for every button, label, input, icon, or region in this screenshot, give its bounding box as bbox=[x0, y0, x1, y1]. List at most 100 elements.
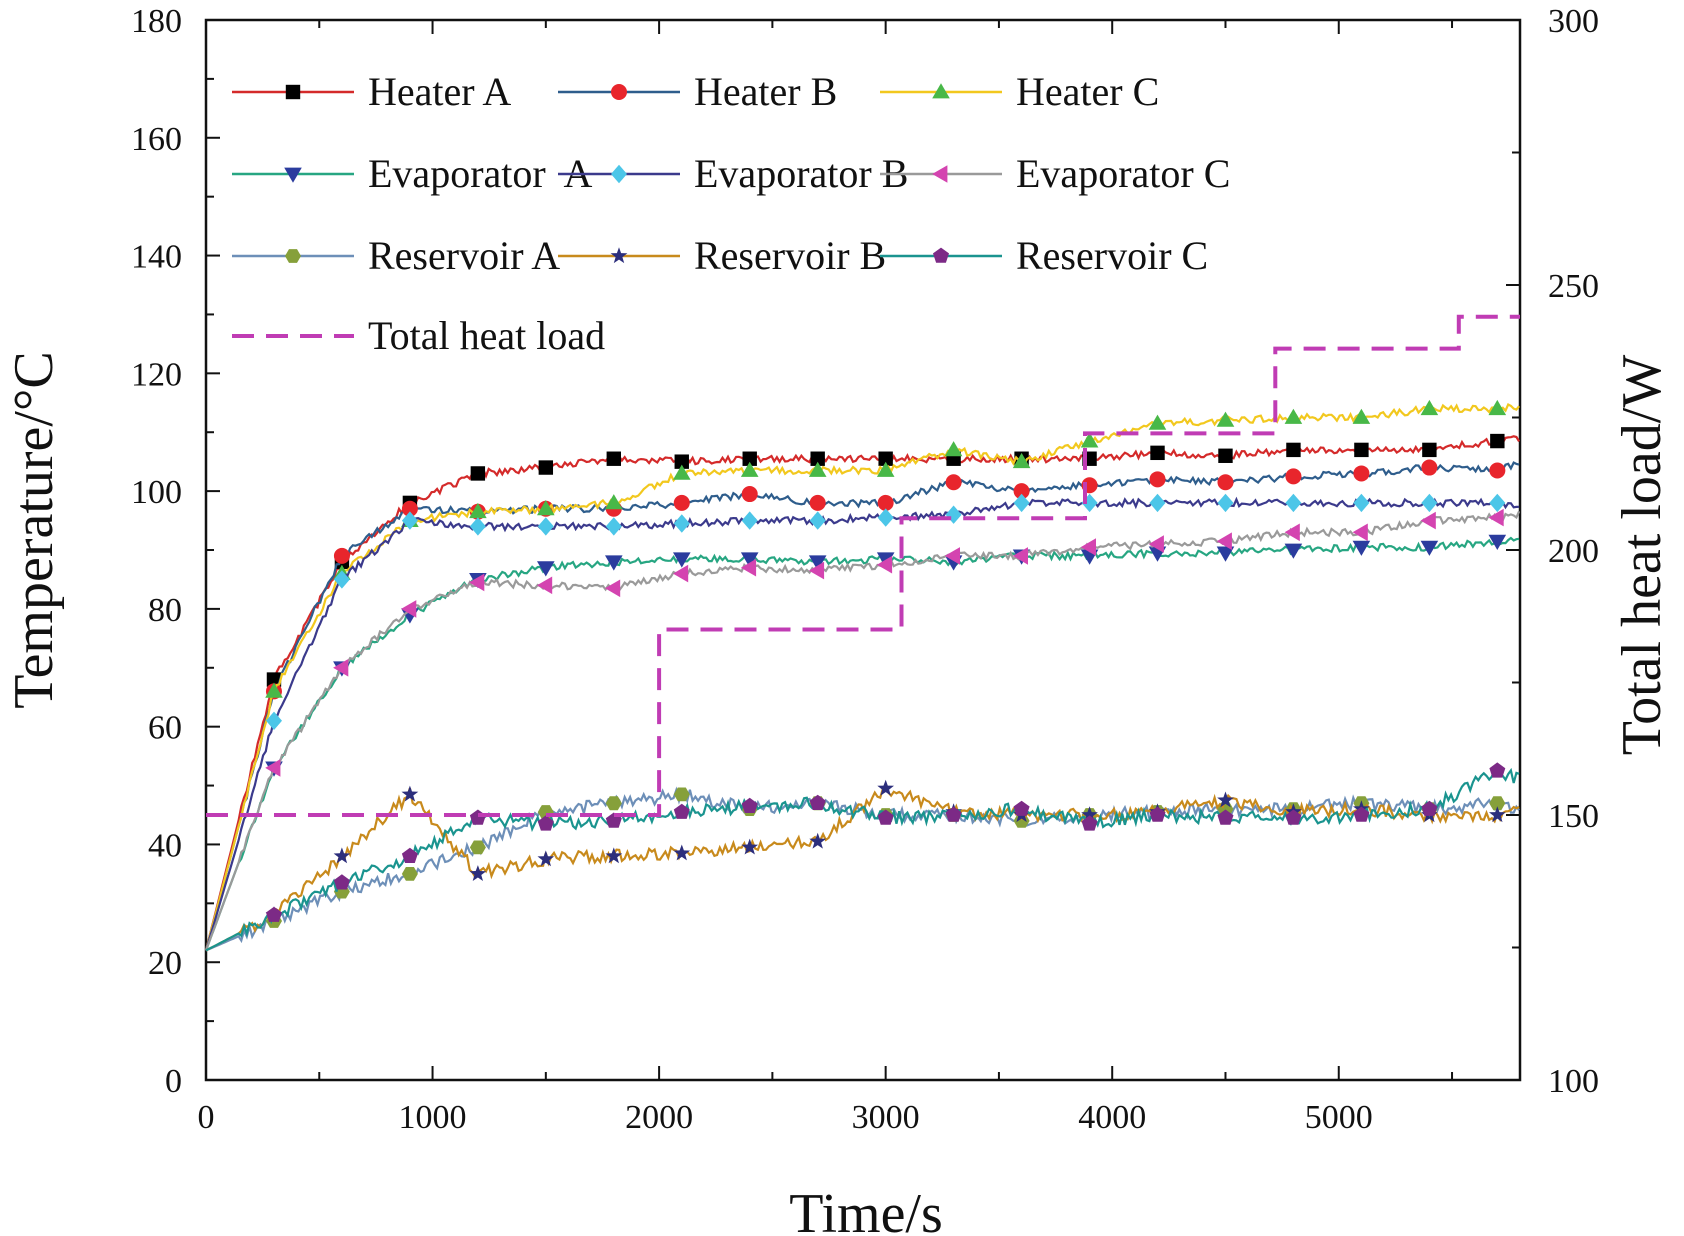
ticks-layer: 0 1000 2000 3000 4000 5000 0 20 40 60 80 100 120 140 1… bbox=[131, 3, 1599, 1136]
data-point-evaporator-b bbox=[1421, 493, 1438, 513]
legend-item-evaporator-a: Evaporator A bbox=[232, 151, 592, 196]
series-reservoir-c bbox=[205, 762, 1520, 952]
data-point-evaporator-c bbox=[1284, 523, 1300, 542]
series-heater-c bbox=[204, 399, 1520, 951]
data-point-reservoir-c bbox=[1149, 806, 1166, 822]
data-point-reservoir-a bbox=[673, 787, 690, 802]
legend-label-heater-c: Heater C bbox=[1016, 69, 1159, 114]
data-point-heater-a bbox=[470, 466, 486, 481]
y-tick-label: 180 bbox=[131, 3, 182, 40]
data-point-heater-c bbox=[1012, 452, 1031, 469]
data-point-evaporator-b bbox=[469, 517, 486, 536]
series-line-evaporator-c bbox=[204, 510, 1521, 951]
data-point-heater-a bbox=[606, 451, 621, 466]
legend-label-evaporator-b: Evaporator B bbox=[694, 151, 908, 196]
x-tick-label: 5000 bbox=[1305, 1099, 1373, 1136]
legend-label-reservoir-b: Reservoir B bbox=[694, 233, 886, 278]
legend-label-reservoir-a: Reservoir A bbox=[368, 233, 560, 278]
legend-item-evaporator-b: Evaporator B bbox=[558, 151, 908, 196]
data-point-evaporator-b bbox=[673, 514, 690, 533]
data-point-evaporator-a bbox=[1420, 540, 1439, 556]
data-point-evaporator-a bbox=[537, 561, 555, 577]
data-point-evaporator-b bbox=[333, 570, 350, 589]
data-point-heater-b bbox=[945, 474, 962, 491]
data-point-evaporator-b bbox=[945, 505, 962, 524]
series-line-reservoir-c bbox=[205, 764, 1520, 952]
y-tick-label: 160 bbox=[131, 121, 182, 158]
data-point-reservoir-c bbox=[1081, 815, 1098, 831]
data-point-evaporator-b bbox=[1081, 493, 1098, 513]
data-point-heater-c bbox=[537, 500, 555, 516]
data-point-heater-b bbox=[1353, 465, 1370, 482]
y-tick-label: 120 bbox=[131, 356, 182, 393]
data-point-reservoir-b bbox=[605, 847, 623, 864]
data-point-heater-c bbox=[876, 461, 895, 477]
y-tick-label: 0 bbox=[165, 1063, 182, 1100]
data-point-heater-a bbox=[674, 454, 689, 469]
data-point-heater-c bbox=[1352, 408, 1371, 424]
series-line-heater-c bbox=[204, 402, 1520, 951]
data-point-reservoir-c bbox=[1013, 800, 1030, 816]
data-point-reservoir-b bbox=[809, 832, 827, 849]
data-point-evaporator-a bbox=[1488, 534, 1507, 550]
data-point-evaporator-b bbox=[741, 511, 758, 530]
data-point-heater-b bbox=[1489, 462, 1506, 479]
data-point-evaporator-b bbox=[809, 511, 826, 530]
data-point-reservoir-b bbox=[1081, 806, 1098, 823]
y2-tick-label: 100 bbox=[1548, 1063, 1599, 1100]
data-point-evaporator-b bbox=[537, 517, 554, 536]
data-point-reservoir-b bbox=[469, 865, 487, 881]
data-point-evaporator-b bbox=[1489, 493, 1506, 513]
data-point-heater-a bbox=[1422, 442, 1437, 458]
data-point-reservoir-c bbox=[401, 847, 418, 863]
data-point-reservoir-c bbox=[266, 906, 282, 922]
y2-tick-label: 200 bbox=[1548, 533, 1599, 570]
data-point-heater-a bbox=[1218, 448, 1233, 463]
legend-item-heater-b: Heater B bbox=[558, 69, 837, 114]
data-point-reservoir-a bbox=[605, 796, 622, 811]
data-point-evaporator-c bbox=[401, 600, 417, 618]
data-point-heater-c bbox=[265, 682, 283, 698]
legend-label-total-heat-load: Total heat load bbox=[368, 313, 605, 358]
data-point-evaporator-c bbox=[1352, 523, 1368, 542]
data-point-evaporator-b bbox=[877, 508, 894, 527]
x-tick-label: 3000 bbox=[852, 1099, 920, 1136]
data-point-heater-b bbox=[809, 494, 826, 511]
y-axis-title: Temperature/°C bbox=[3, 351, 65, 708]
data-point-evaporator-a bbox=[605, 555, 623, 571]
data-point-reservoir-b bbox=[401, 785, 419, 802]
data-point-heater-a bbox=[810, 451, 825, 466]
data-point-evaporator-c bbox=[1012, 547, 1028, 565]
legend-marker-evaporator-c bbox=[932, 165, 948, 183]
legend-label-evaporator-c: Evaporator C bbox=[1016, 151, 1230, 196]
legend-item-evaporator-c: Evaporator C bbox=[880, 151, 1230, 196]
legend-label-heater-b: Heater B bbox=[694, 69, 837, 114]
y-tick-label: 140 bbox=[131, 239, 182, 276]
data-point-reservoir-b bbox=[537, 850, 555, 867]
data-point-evaporator-b bbox=[401, 511, 418, 530]
data-point-evaporator-a bbox=[1216, 546, 1235, 562]
x-tick-label: 2000 bbox=[625, 1099, 693, 1136]
data-point-heater-c bbox=[1488, 399, 1507, 416]
legend-item-reservoir-a: Reservoir A bbox=[232, 233, 560, 278]
data-point-evaporator-a bbox=[740, 552, 759, 568]
data-point-reservoir-c bbox=[809, 794, 826, 810]
legend-marker-evaporator-b bbox=[611, 164, 627, 184]
data-point-reservoir-b bbox=[1489, 806, 1506, 823]
legend-item-reservoir-b: Reservoir B bbox=[558, 233, 886, 278]
data-point-reservoir-b bbox=[877, 779, 894, 796]
data-point-reservoir-b bbox=[673, 844, 691, 861]
data-point-reservoir-c bbox=[1285, 809, 1302, 825]
x-tick-label: 0 bbox=[198, 1099, 215, 1136]
series-line-reservoir-b bbox=[205, 782, 1520, 952]
legend-marker-reservoir-a bbox=[285, 249, 301, 263]
data-point-evaporator-c bbox=[944, 547, 960, 565]
data-point-heater-b bbox=[741, 486, 758, 503]
data-point-reservoir-a bbox=[1489, 796, 1506, 811]
data-point-reservoir-b bbox=[741, 838, 759, 855]
data-point-reservoir-c bbox=[333, 874, 350, 890]
series-evaporator-a bbox=[204, 534, 1520, 951]
series-layer bbox=[204, 314, 1521, 952]
data-point-heater-c bbox=[469, 502, 487, 519]
data-point-heater-a bbox=[1286, 442, 1301, 458]
